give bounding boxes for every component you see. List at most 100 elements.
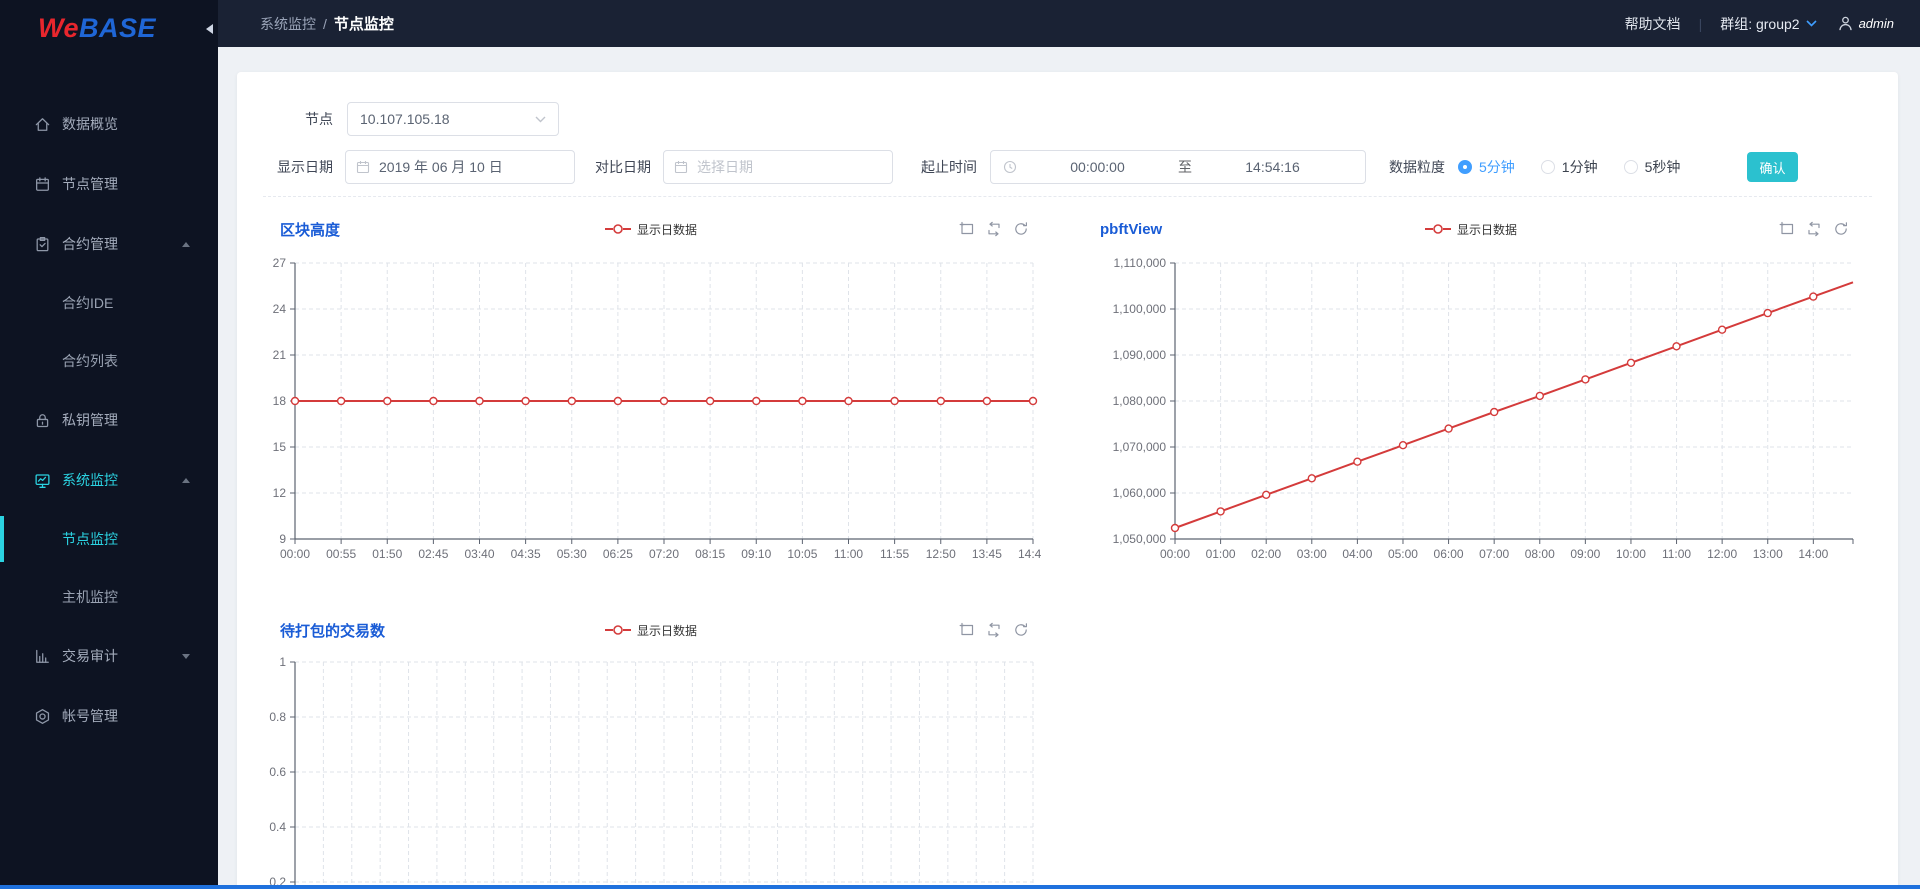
sidebar-item-label: 帐号管理 [62,708,118,724]
svg-text:1,060,000: 1,060,000 [1113,486,1167,500]
sidebar-item-contract-ide[interactable]: 合约IDE [0,274,218,332]
pending-transactions-plot: 10.80.60.40.2 [269,655,1034,889]
chevron-up-icon [182,477,190,483]
sidebar: We BASE 数据概览 节点管理 合约管理 合约IDE 合约列表 私钥管理 系统监控 节点监控… [0,0,218,889]
show-date-input[interactable]: 2019 年 06 月 10 日 [345,150,575,184]
refresh-icon[interactable] [1833,221,1849,237]
radio-label: 5秒钟 [1644,159,1681,175]
refresh-icon[interactable] [1013,221,1029,237]
breadcrumb-section[interactable]: 系统监控 [260,16,316,32]
svg-text:1,050,000: 1,050,000 [1113,532,1167,546]
topbar-right: 帮助文档 | 群组: group2 admin [1625,14,1894,34]
legend-marker-icon [604,625,631,635]
user-icon [1838,16,1852,31]
calendar-icon [356,161,370,174]
data-zoom-icon[interactable] [1779,221,1795,237]
chart-header: pbftView 显示日数据 [1081,213,1861,245]
username: admin [1858,16,1894,31]
compare-date-input[interactable]: 选择日期 [663,150,893,184]
logo-we: We [38,12,80,43]
svg-text:18: 18 [273,394,287,408]
sidebar-item-label: 合约管理 [62,236,118,252]
time-range-input[interactable]: 00:00:00 至 14:54:16 [990,150,1366,184]
data-zoom-icon[interactable] [959,221,975,237]
svg-text:09:00: 09:00 [1570,547,1600,561]
time-end-value[interactable]: 14:54:16 [1245,159,1300,175]
breadcrumb-separator: / [323,16,327,32]
main-content: 节点 10.107.105.18 显示日期 2019 年 06 月 10 日 对… [218,47,1920,889]
svg-text:04:35: 04:35 [511,547,541,561]
svg-text:1,070,000: 1,070,000 [1113,440,1167,454]
legend-marker-icon [1424,224,1451,234]
restore-icon[interactable] [986,622,1002,638]
svg-text:1,080,000: 1,080,000 [1113,394,1167,408]
chart-pending-transactions: 待打包的交易数 显示日数据 1 0.8 0.6 0.4 0.2 [261,614,1041,889]
svg-text:09:10: 09:10 [741,547,771,561]
legend-item[interactable]: 显示日数据 [1081,213,1861,245]
svg-text:00:55: 00:55 [326,547,356,561]
chart-header: 待打包的交易数 显示日数据 [261,614,1041,646]
restore-icon[interactable] [1806,221,1822,237]
sidebar-item-account-management[interactable]: 帐号管理 [0,686,218,746]
block-height-plot: 27 24 21 18 15 12 900:00 00:55 01:50 02:45 03:40 04… [273,256,1049,561]
svg-text:06:00: 06:00 [1434,547,1464,561]
time-to-label: 至 [1178,159,1192,175]
svg-text:10:05: 10:05 [787,547,817,561]
svg-text:07:20: 07:20 [649,547,679,561]
group-selector[interactable]: 群组: group2 [1720,14,1817,34]
svg-text:14:40: 14:40 [1018,547,1041,561]
chart-toolbox [959,622,1041,638]
svg-text:21: 21 [273,348,287,362]
svg-text:03:00: 03:00 [1297,547,1327,561]
svg-text:05:00: 05:00 [1388,547,1418,561]
sidebar-item-system-monitor[interactable]: 系统监控 [0,450,218,510]
granularity-option-0[interactable]: 5分钟 [1458,157,1515,177]
svg-text:13:45: 13:45 [972,547,1002,561]
sidebar-item-contract-list[interactable]: 合约列表 [0,332,218,390]
legend-item[interactable]: 显示日数据 [261,213,1041,245]
help-docs-link[interactable]: 帮助文档 [1624,15,1681,32]
svg-text:1,090,000: 1,090,000 [1113,348,1167,362]
granularity-option-1[interactable]: 1分钟 [1540,157,1598,177]
sidebar-item-private-key-management[interactable]: 私钥管理 [0,390,218,450]
time-range-label: 起止时间 [921,159,977,175]
topbar: 系统监控 / 节点监控 帮助文档 | 群组: group2 admin [218,0,1920,47]
legend-item[interactable]: 显示日数据 [261,614,1041,646]
sidebar-item-label: 主机监控 [62,589,118,605]
confirm-button[interactable]: 确认 [1747,152,1798,182]
sidebar-item-label: 合约IDE [62,295,114,311]
chart-title: 待打包的交易数 [280,622,386,640]
granularity-option-2[interactable]: 5秒钟 [1623,157,1681,177]
sidebar-item-transaction-audit[interactable]: 交易审计 [0,626,218,686]
radio-label: 5分钟 [1479,159,1515,175]
contract-icon [34,236,51,253]
data-zoom-icon[interactable] [959,622,975,638]
sidebar-item-host-monitor[interactable]: 主机监控 [0,568,218,626]
legend-label: 显示日数据 [636,222,697,237]
restore-icon[interactable] [986,221,1002,237]
svg-text:27: 27 [273,256,287,270]
refresh-icon[interactable] [1013,622,1029,638]
chevron-down-icon [535,116,546,123]
sidebar-item-label: 节点管理 [62,176,118,192]
chart-title: 区块高度 [280,221,341,239]
sidebar-collapse-icon[interactable] [206,24,213,34]
time-start-value[interactable]: 00:00:00 [1070,159,1125,175]
svg-text:02:00: 02:00 [1251,547,1281,561]
svg-text:24: 24 [273,302,287,316]
user-menu[interactable]: admin [1837,15,1894,32]
svg-text:00:00: 00:00 [280,547,310,561]
svg-text:12: 12 [273,486,287,500]
node-select[interactable]: 10.107.105.18 [347,102,559,136]
svg-text:12:50: 12:50 [926,547,956,561]
svg-text:04:00: 04:00 [1342,547,1372,561]
sidebar-item-contract-management[interactable]: 合约管理 [0,214,218,274]
svg-text:0.8: 0.8 [269,710,286,724]
account-icon [34,708,51,725]
sidebar-item-label: 交易审计 [62,648,118,664]
sidebar-item-node-monitor[interactable]: 节点监控 [0,510,218,568]
svg-text:1,110,000: 1,110,000 [1114,256,1167,270]
sidebar-item-data-overview[interactable]: 数据概览 [0,94,218,154]
clock-icon [1003,160,1017,174]
sidebar-item-node-management[interactable]: 节点管理 [0,154,218,214]
